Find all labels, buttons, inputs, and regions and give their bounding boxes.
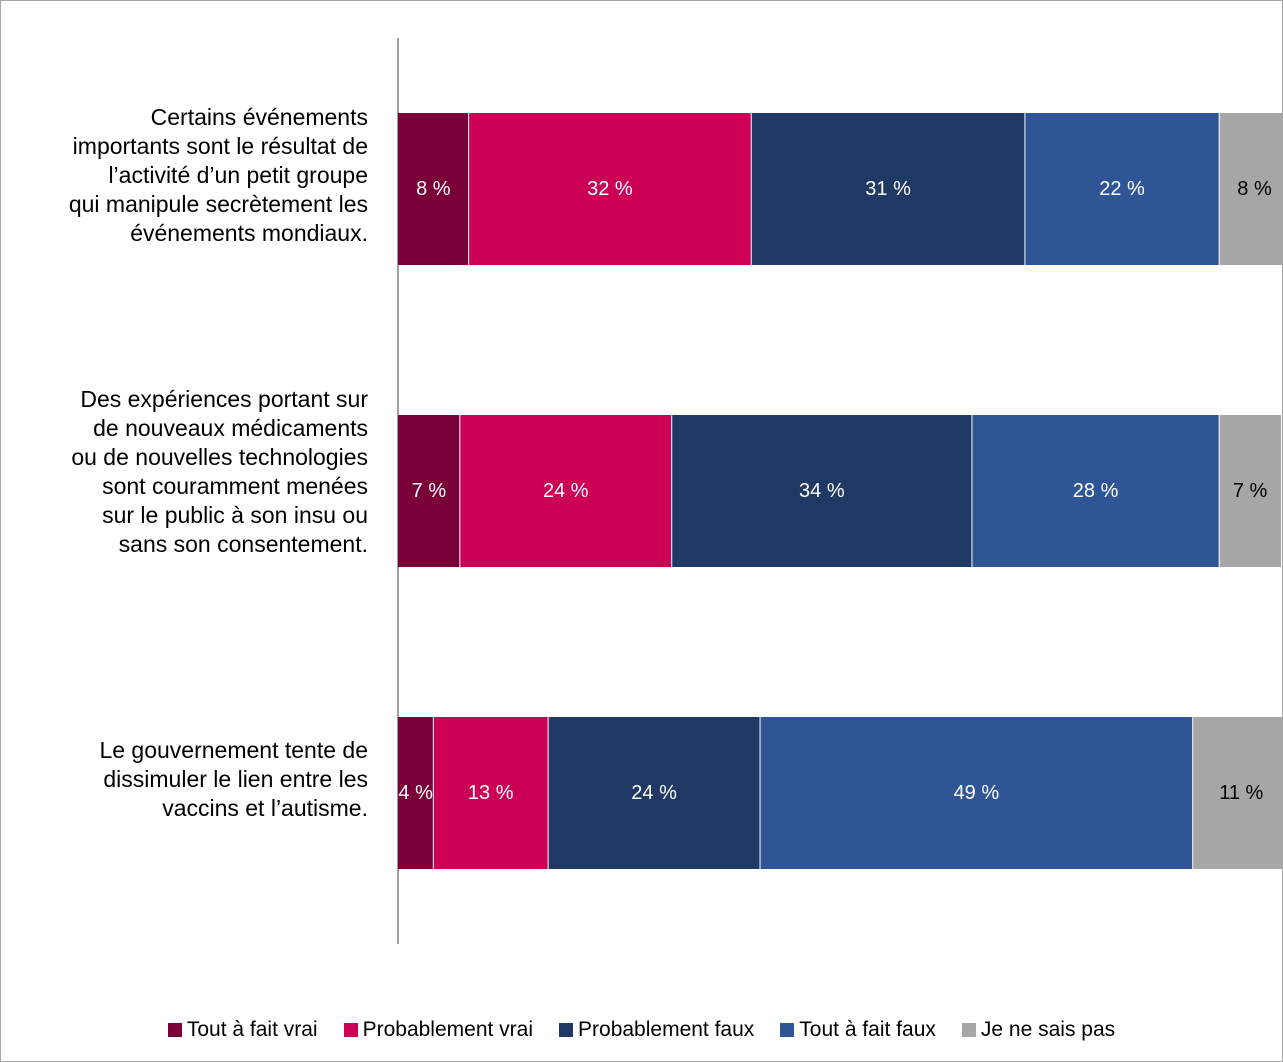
data-label: 24 % <box>543 480 589 502</box>
legend-swatch-probablement-faux <box>559 1023 574 1037</box>
legend-item: Probablement vrai <box>343 1018 534 1042</box>
bar-segment <box>971 415 1220 567</box>
data-label: 31 % <box>865 178 911 200</box>
legend: Tout à fait vrai Probablement vrai Proba… <box>0 1015 1283 1045</box>
legend-label: Tout à fait vrai <box>186 1018 318 1041</box>
bar-segment <box>398 113 469 265</box>
bar-segment <box>751 113 1025 265</box>
bar-segment <box>1219 415 1281 567</box>
bar-segment <box>1192 717 1283 869</box>
bar-segment <box>433 717 549 869</box>
bar-segment <box>1024 113 1220 265</box>
data-label: 28 % <box>1073 480 1119 502</box>
legend-item: Tout à fait faux <box>780 1018 936 1042</box>
legend-item: Je ne sais pas <box>961 1018 1116 1042</box>
data-label: 13 % <box>468 782 514 804</box>
data-label: 8 % <box>1237 178 1272 200</box>
bar-segment <box>671 415 972 567</box>
data-label: 22 % <box>1099 178 1145 200</box>
category-label-3: Le gouvernement tente de dissimuler le l… <box>99 737 368 821</box>
data-label: 49 % <box>954 782 1000 804</box>
legend-swatch-tout-a-fait-vrai <box>167 1023 182 1037</box>
legend-label: Probablement faux <box>578 1018 755 1041</box>
category-label-2: Des expériences portant sur de nouveaux … <box>71 386 368 557</box>
bar-segment <box>760 717 1193 869</box>
bar-segment <box>468 113 752 265</box>
legend-swatch-tout-a-fait-faux <box>780 1023 795 1037</box>
category-label-1: Certains événements importants sont le r… <box>68 104 368 246</box>
bar-segment <box>398 717 434 869</box>
data-label: 32 % <box>587 178 633 200</box>
legend-swatch-probablement-vrai <box>343 1023 358 1037</box>
bar-segment <box>398 415 460 567</box>
bar-segment <box>1219 113 1283 265</box>
data-label: 7 % <box>412 480 447 502</box>
bar-segment <box>459 415 672 567</box>
legend-item: Probablement faux <box>559 1018 754 1042</box>
data-label: 7 % <box>1233 480 1268 502</box>
legend-swatch-je-ne-sais-pas <box>961 1023 976 1037</box>
legend-label: Tout à fait faux <box>799 1018 936 1041</box>
bar-segment <box>548 717 761 869</box>
legend-label: Je ne sais pas <box>980 1018 1116 1041</box>
data-label: 4 % <box>398 782 433 804</box>
data-label: 8 % <box>416 178 451 200</box>
data-label: 11 % <box>1219 782 1263 804</box>
legend-label: Probablement vrai <box>362 1018 534 1041</box>
legend-item: Tout à fait vrai <box>167 1018 318 1042</box>
data-label: 34 % <box>799 480 845 502</box>
data-label: 24 % <box>631 782 677 804</box>
